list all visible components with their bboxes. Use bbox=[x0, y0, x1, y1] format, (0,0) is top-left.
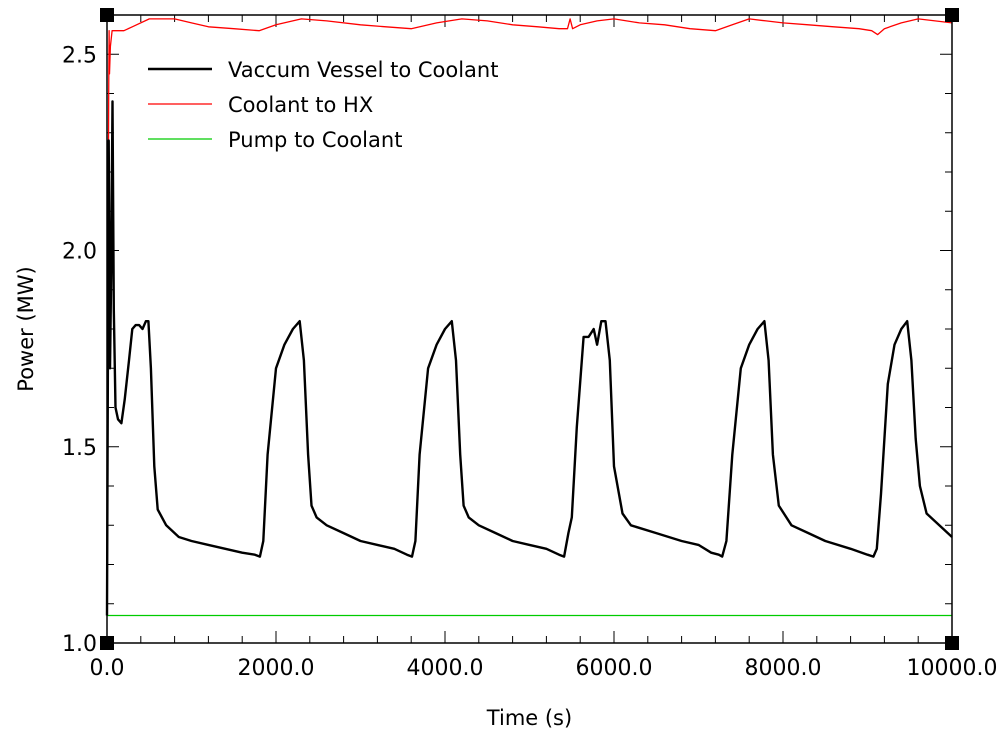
x-axis-title: Time (s) bbox=[486, 706, 572, 730]
tick-marks bbox=[106, 14, 953, 644]
x-tick-label: 2000.0 bbox=[238, 656, 315, 681]
plot-corner-markers bbox=[100, 8, 959, 650]
corner-marker bbox=[100, 636, 114, 650]
corner-marker bbox=[100, 8, 114, 22]
legend-label-pump-to-coolant: Pump to Coolant bbox=[228, 128, 402, 152]
series-line-vaccum-vessel-to-coolant bbox=[105, 100, 953, 616]
x-tick-label: 6000.0 bbox=[576, 656, 653, 681]
corner-marker bbox=[945, 636, 959, 650]
legend: Vaccum Vessel to Coolant Coolant to HX Pum… bbox=[148, 58, 498, 152]
legend-label-coolant-to-hx: Coolant to HX bbox=[228, 93, 373, 117]
x-tick-label: 4000.0 bbox=[407, 656, 484, 681]
y-tick-label: 2.5 bbox=[62, 43, 97, 68]
legend-label-vaccum-vessel-to-coolant: Vaccum Vessel to Coolant bbox=[228, 58, 498, 82]
corner-marker bbox=[945, 8, 959, 22]
plot-frame bbox=[106, 14, 953, 644]
y-tick-label: 2.0 bbox=[62, 240, 97, 265]
y-axis-title: Power (MW) bbox=[14, 266, 38, 391]
y-tick-label: 1.0 bbox=[62, 632, 97, 657]
x-tick-label: 0.0 bbox=[90, 656, 125, 681]
series-lines bbox=[105, 18, 953, 617]
x-tick-label: 10000.0 bbox=[907, 656, 998, 681]
y-tick-label: 1.5 bbox=[62, 436, 97, 461]
tick-labels: 0.0 2000.0 4000.0 6000.0 8000.0 10000.0 1.0 1.5… bbox=[62, 43, 997, 681]
x-tick-label: 8000.0 bbox=[745, 656, 822, 681]
series-line-coolant-to-hx bbox=[106, 18, 953, 616]
